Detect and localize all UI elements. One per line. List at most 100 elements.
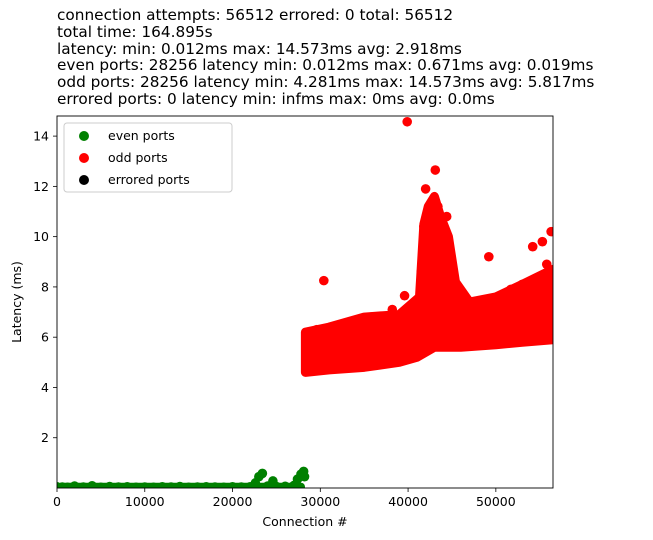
odd-ports-point xyxy=(430,165,441,175)
odd-ports-point xyxy=(410,309,420,320)
odd-ports-point xyxy=(523,299,534,310)
even-ports-point xyxy=(201,481,212,488)
y-tick-label: 4 xyxy=(41,380,49,395)
even-ports-point xyxy=(78,482,89,488)
legend-label-errored-ports: errored ports xyxy=(108,172,190,187)
even-ports-point xyxy=(280,481,290,488)
odd-ports-point xyxy=(462,317,473,327)
legend: even ports odd ports errored ports xyxy=(63,122,233,193)
even-ports-point xyxy=(139,482,150,488)
odd-ports-point xyxy=(445,256,456,267)
odd-ports-point xyxy=(441,211,452,222)
odd-ports-point xyxy=(371,334,382,345)
odd-ports-point xyxy=(494,294,505,305)
odd-ports-point xyxy=(468,302,478,312)
chart-title: connection attempts: 56512 errored: 0 to… xyxy=(57,7,594,108)
odd-ports-point xyxy=(350,342,361,353)
odd-ports-point xyxy=(541,259,552,270)
data-points xyxy=(57,116,553,488)
even-ports-point xyxy=(166,482,176,488)
odd-ports-point xyxy=(527,241,538,252)
odd-ports-point xyxy=(315,344,326,355)
even-ports-point xyxy=(175,481,185,488)
odd-ports-point xyxy=(398,319,408,330)
even-ports-point xyxy=(218,482,229,488)
x-tick-label: 30000 xyxy=(300,494,340,509)
even-ports-point xyxy=(257,468,268,479)
odd-ports-point xyxy=(478,297,489,307)
even-ports-point xyxy=(122,481,133,488)
odd-ports-point xyxy=(484,251,494,262)
y-tick-label: 10 xyxy=(33,229,49,244)
odd-ports-point xyxy=(337,332,348,342)
even-ports-point xyxy=(183,482,194,488)
even-ports-point xyxy=(148,482,159,488)
even-ports-point xyxy=(271,481,282,488)
odd-ports-point xyxy=(355,329,366,340)
legend-marker-odd-ports xyxy=(79,153,89,163)
odd-ports-point xyxy=(448,284,459,295)
x-tick-label: 20000 xyxy=(213,494,253,509)
odd-ports-point xyxy=(387,304,398,315)
odd-ports-point xyxy=(402,116,412,127)
even-ports-point xyxy=(104,481,115,488)
x-tick-label: 50000 xyxy=(476,494,516,509)
odd-ports-point xyxy=(376,324,387,335)
title-line-errored-ports: errored ports: 0 latency min: infms max:… xyxy=(57,89,495,108)
legend-box xyxy=(63,122,233,193)
even-ports-point xyxy=(157,481,168,488)
odd-ports-point xyxy=(517,279,527,290)
title-line-odd-ports: odd ports: 28256 latency min: 4.281ms ma… xyxy=(57,73,595,92)
even-ports-point xyxy=(69,481,80,488)
y-axis-ticks: 2 4 6 8 10 12 14 xyxy=(33,129,57,445)
legend-label-even-ports: even ports xyxy=(108,128,175,143)
odd-ports-point xyxy=(435,226,446,237)
odd-ports-point xyxy=(505,284,516,295)
odd-ports-point xyxy=(489,312,499,322)
x-axis-ticks: 0 10000 20000 30000 40000 50000 xyxy=(53,488,516,509)
odd-ports-point xyxy=(537,236,548,247)
odd-ports-point xyxy=(308,357,319,368)
odd-ports-point xyxy=(419,221,429,232)
odd-ports-point xyxy=(422,209,433,219)
odd-ports-point xyxy=(346,317,356,327)
odd-ports-point xyxy=(457,292,468,302)
odd-ports-point xyxy=(546,226,553,237)
odd-ports-point xyxy=(413,297,424,307)
odd-ports-point xyxy=(366,312,377,322)
odd-ports-point xyxy=(311,324,322,335)
legend-marker-errored-ports xyxy=(79,175,89,185)
odd-ports-point xyxy=(399,290,410,301)
title-line-even-ports: even ports: 28256 latency min: 0.012ms m… xyxy=(57,56,594,75)
odd-ports-point xyxy=(416,267,427,277)
even-ports-point xyxy=(227,481,238,488)
title-line-latency: latency: min: 0.012ms max: 14.573ms avg:… xyxy=(57,39,462,58)
y-tick-label: 14 xyxy=(33,129,49,144)
y-tick-label: 12 xyxy=(33,179,49,194)
odd-ports-point xyxy=(512,302,522,312)
odd-ports-point xyxy=(333,339,343,350)
y-tick-label: 8 xyxy=(41,279,49,294)
odd-ports-point xyxy=(319,275,329,286)
odd-ports-point xyxy=(453,307,463,317)
x-axis-label: Connection # xyxy=(262,514,347,529)
even-ports-point xyxy=(87,480,97,488)
odd-ports-point xyxy=(326,352,336,363)
odd-ports-point xyxy=(303,342,313,353)
odd-ports-point xyxy=(382,344,392,355)
odd-ports-point xyxy=(329,322,340,332)
even-ports-point xyxy=(96,482,106,488)
even-ports-point xyxy=(210,482,220,488)
odd-ports-point xyxy=(433,201,443,212)
even-ports-point xyxy=(299,471,310,482)
x-tick-label: 0 xyxy=(53,494,61,509)
even-ports-point xyxy=(113,482,124,488)
x-tick-label: 40000 xyxy=(388,494,428,509)
y-axis-label: Latency (ms) xyxy=(9,261,24,343)
legend-label-odd-ports: odd ports xyxy=(108,150,168,165)
title-line-connections: connection attempts: 56512 errored: 0 to… xyxy=(57,6,454,24)
even-ports-point xyxy=(236,482,247,488)
odd-ports-point xyxy=(548,319,553,330)
y-tick-label: 2 xyxy=(41,430,49,445)
legend-marker-even-ports xyxy=(79,131,89,141)
